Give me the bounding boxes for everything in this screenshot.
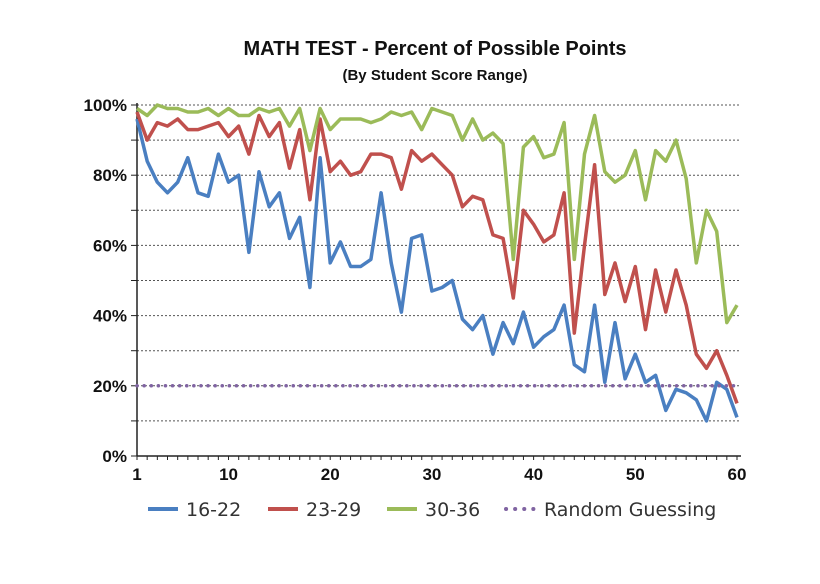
series-line-23-29 (135, 111, 739, 404)
x-tick-label: 20 (321, 465, 340, 484)
legend: 16-22 23-29 30-36 Random Guessing (148, 499, 716, 521)
y-tick-label: 20% (93, 377, 127, 396)
legend-label: 16-22 (186, 499, 241, 521)
y-tick-label: 0% (102, 447, 127, 466)
series-group (135, 103, 739, 423)
y-tick-label: 100% (84, 96, 127, 115)
y-tick-label: 40% (93, 307, 127, 326)
x-tick-label: 10 (219, 465, 238, 484)
x-tick-label: 40 (524, 465, 543, 484)
x-tick-label: 1 (132, 465, 141, 484)
x-tick-label: 50 (626, 465, 645, 484)
y-tick-label: 80% (93, 166, 127, 185)
chart-title: MATH TEST - Percent of Possible Points (243, 38, 627, 60)
gridlines (137, 104, 741, 422)
series-line-30-36 (136, 103, 739, 325)
tick-labels: 0% 20% 40% 60% 80% 100% 1 10 20 30 40 50 60 (84, 96, 747, 484)
legend-label: 30-36 (425, 499, 480, 521)
axes (131, 103, 741, 460)
x-tick-label: 30 (422, 465, 441, 484)
series-line-16-22 (135, 118, 739, 423)
y-tick-label: 60% (93, 236, 127, 255)
chart-subtitle: (By Student Score Range) (342, 67, 528, 84)
x-tick-label: 60 (728, 465, 747, 484)
legend-label: 23-29 (306, 499, 361, 521)
legend-label: Random Guessing (544, 499, 716, 521)
